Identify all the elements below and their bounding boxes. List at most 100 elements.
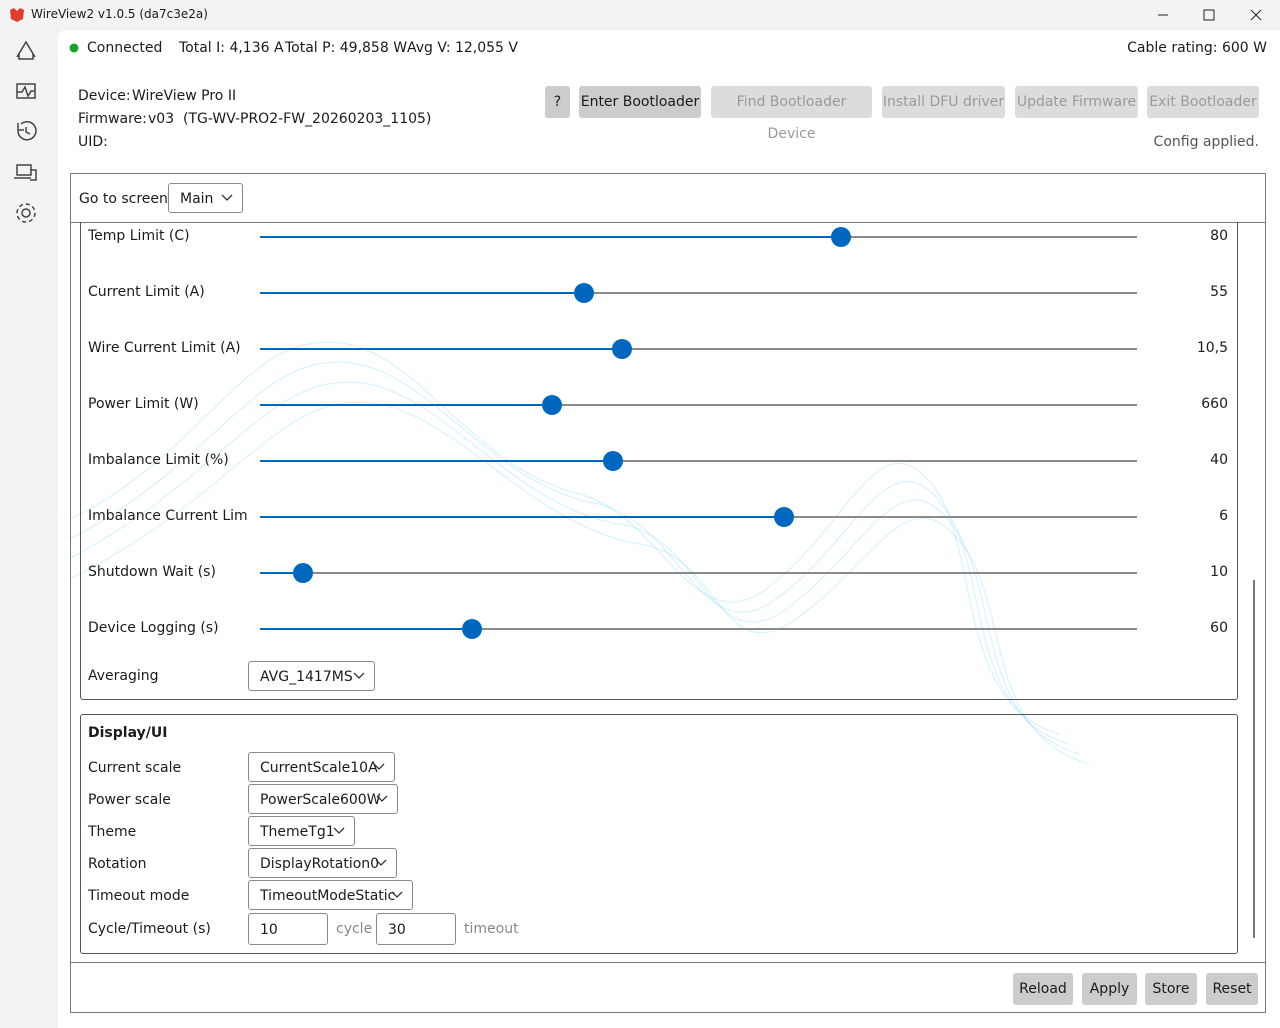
setting-dropdown[interactable]: PowerScale600W bbox=[248, 784, 398, 814]
device-value: WireView Pro II bbox=[132, 88, 237, 104]
slider-thumb[interactable] bbox=[542, 395, 562, 415]
slider-thumb[interactable] bbox=[462, 619, 482, 639]
slider-value: 6 bbox=[1219, 508, 1228, 524]
app-icon bbox=[10, 8, 24, 22]
timeout-unit: timeout bbox=[464, 921, 519, 937]
footer-button[interactable]: Apply bbox=[1082, 973, 1137, 1005]
status-dot bbox=[69, 43, 79, 53]
slider-label: Power Limit (W) bbox=[88, 396, 199, 412]
toolbar-button[interactable]: ? bbox=[545, 86, 570, 118]
slider-value: 660 bbox=[1201, 396, 1228, 412]
slider-label: Imbalance Current Limit (A bbox=[88, 508, 248, 524]
background-wave bbox=[71, 341, 1090, 765]
slider-track[interactable] bbox=[260, 404, 1137, 406]
slider-thumb[interactable] bbox=[293, 563, 313, 583]
slider-fill bbox=[260, 460, 613, 462]
slider-fill bbox=[260, 292, 584, 294]
window-controls[interactable] bbox=[1150, 5, 1270, 25]
slider-track[interactable] bbox=[260, 628, 1137, 630]
home-icon[interactable] bbox=[16, 40, 36, 60]
total-current: Total I: 4,136 A bbox=[179, 40, 284, 56]
dropdown-value: CurrentScale10A bbox=[260, 760, 378, 776]
firmware-value: v03 (TG-WV-PRO2-FW_20260203_1105) bbox=[148, 111, 432, 127]
group-title: Display/UI bbox=[88, 725, 168, 741]
slider-track[interactable] bbox=[260, 348, 1137, 350]
setting-dropdown[interactable]: ThemeTg1 bbox=[248, 816, 355, 846]
footer-button[interactable]: Reset bbox=[1206, 973, 1258, 1005]
screen-dropdown[interactable]: Main bbox=[168, 183, 243, 213]
history-icon[interactable] bbox=[17, 121, 37, 141]
setting-dropdown[interactable]: DisplayRotation0 bbox=[248, 848, 397, 878]
setting-label: Current scale bbox=[88, 760, 182, 776]
dropdown-value: PowerScale600W bbox=[260, 792, 381, 808]
setting-dropdown[interactable]: TimeoutModeStatic bbox=[248, 880, 413, 910]
slider-track[interactable] bbox=[260, 460, 1137, 462]
toolbar-button[interactable]: Update Firmware bbox=[1015, 86, 1138, 118]
slider-fill bbox=[260, 572, 303, 574]
slider-thumb[interactable] bbox=[612, 339, 632, 359]
slider-thumb[interactable] bbox=[774, 507, 794, 527]
settings-icon[interactable] bbox=[21, 208, 31, 218]
slider-value: 40 bbox=[1210, 452, 1228, 468]
chevron bbox=[221, 194, 233, 201]
chevron bbox=[333, 827, 345, 834]
uid-label: UID: bbox=[78, 134, 108, 150]
averaging-label: Averaging bbox=[88, 668, 159, 684]
dropdown-value: ThemeTg1 bbox=[260, 824, 335, 840]
divider bbox=[71, 962, 1265, 963]
setting-dropdown[interactable]: CurrentScale10A bbox=[248, 752, 395, 782]
dropdown-value: TimeoutModeStatic bbox=[260, 888, 396, 904]
connection-status: Connected bbox=[87, 40, 163, 56]
slider-track[interactable] bbox=[260, 572, 1137, 574]
chevron bbox=[391, 891, 403, 898]
cable-rating: Cable rating: 600 W bbox=[1127, 40, 1267, 56]
chevron bbox=[376, 795, 388, 802]
cycle-timeout-label: Cycle/Timeout (s) bbox=[88, 921, 211, 937]
slider-thumb[interactable] bbox=[603, 451, 623, 471]
setting-label: Timeout mode bbox=[88, 888, 190, 904]
scrollbar[interactable] bbox=[1253, 580, 1255, 938]
dropdown-value: AVG_1417MS bbox=[260, 669, 353, 685]
chevron bbox=[373, 763, 385, 770]
slider-thumb[interactable] bbox=[574, 283, 594, 303]
config-status: Config applied. bbox=[1153, 134, 1259, 150]
slider-fill bbox=[260, 404, 552, 406]
slider-value: 60 bbox=[1210, 620, 1228, 636]
toolbar-button[interactable]: Find Bootloader Device bbox=[711, 86, 872, 142]
slider-label: Imbalance Limit (%) bbox=[88, 452, 229, 468]
chevron bbox=[375, 859, 387, 866]
slider-thumb[interactable] bbox=[831, 227, 851, 247]
toolbar-button[interactable]: Install DFU driver bbox=[882, 86, 1005, 118]
divider bbox=[71, 222, 1265, 223]
cycle-input[interactable]: 10 bbox=[248, 913, 328, 945]
display-group bbox=[80, 714, 1238, 954]
sidebar bbox=[14, 40, 37, 223]
toolbar-button[interactable]: Enter Bootloader bbox=[579, 86, 701, 118]
slider-value: 10,5 bbox=[1196, 340, 1228, 356]
slider-label: Temp Limit (C) bbox=[88, 228, 190, 244]
slider-label: Wire Current Limit (A) bbox=[88, 340, 241, 356]
setting-label: Rotation bbox=[88, 856, 147, 872]
toolbar-button[interactable]: Exit Bootloader bbox=[1147, 86, 1259, 118]
slider-label: Current Limit (A) bbox=[88, 284, 205, 300]
screen-label: Go to screen bbox=[79, 191, 168, 207]
window-title: WireView2 v1.0.5 (da7c3e2a) bbox=[31, 7, 208, 21]
firmware-label: Firmware: bbox=[78, 111, 147, 127]
footer-button[interactable]: Reload bbox=[1013, 973, 1073, 1005]
timeout-input[interactable]: 30 bbox=[376, 913, 456, 945]
footer-button[interactable]: Store bbox=[1145, 973, 1197, 1005]
slider-label: Device Logging (s) bbox=[88, 620, 219, 636]
slider-label: Shutdown Wait (s) bbox=[88, 564, 216, 580]
total-power: Total P: 49,858 W bbox=[285, 40, 408, 56]
slider-value: 10 bbox=[1210, 564, 1228, 580]
slider-fill bbox=[260, 516, 784, 518]
slider-track[interactable] bbox=[260, 292, 1137, 294]
devices-icon[interactable] bbox=[14, 164, 37, 181]
monitor-icon[interactable] bbox=[16, 83, 36, 99]
chevron bbox=[353, 672, 365, 679]
slider-fill bbox=[260, 236, 841, 238]
dropdown-value: Main bbox=[180, 191, 214, 207]
averaging-dropdown[interactable]: AVG_1417MS bbox=[248, 661, 375, 691]
dropdown-value: DisplayRotation0 bbox=[260, 856, 380, 872]
